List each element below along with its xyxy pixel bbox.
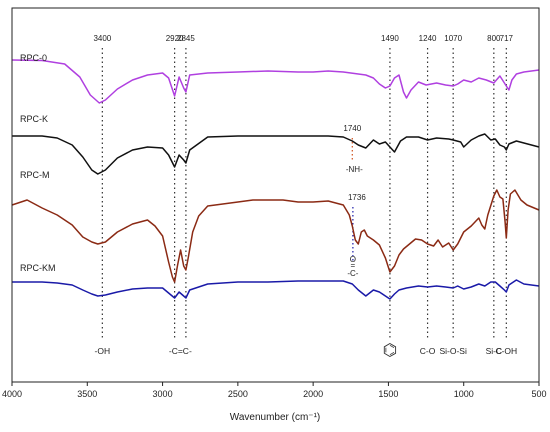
x-axis-ticks: 4000 3500 3000 2500 2000 1500 1000 500	[2, 382, 547, 399]
x-tick-label: 1000	[454, 389, 474, 399]
carbonyl-c-label: -C-	[347, 269, 358, 278]
peak-label: 1070	[444, 34, 462, 43]
benzene-ring-icon	[383, 342, 397, 358]
functional-group-label: Si-C	[486, 346, 503, 356]
series-label-rpc-0: RPC-0	[20, 53, 47, 63]
nh-group-label: -NH-	[346, 165, 363, 174]
x-axis-title: Wavenumber (cm⁻¹)	[230, 412, 320, 423]
peak-label: 800	[487, 34, 501, 43]
series-line-rpc-k	[12, 133, 540, 175]
carbonyl-double-bond: =	[351, 261, 356, 270]
x-tick-label: 2500	[228, 389, 248, 399]
plot-frame	[11, 7, 540, 383]
series-line-rpc-m	[11, 189, 540, 283]
peak-lines-layer	[101, 48, 507, 338]
functional-group-label: -C=C-	[169, 346, 192, 356]
peak-label: 2920	[166, 34, 184, 43]
functional-group-label: -OH	[95, 346, 111, 356]
series-label-rpc-km: RPC-KM	[20, 263, 56, 273]
peak-label: 1240	[419, 34, 437, 43]
series-layer	[11, 59, 540, 300]
peak-label-co: 1736	[348, 193, 366, 202]
x-tick-label: 3500	[77, 389, 97, 399]
x-tick-label: 1500	[378, 389, 398, 399]
series-label-rpc-k: RPC-K	[20, 114, 48, 124]
functional-group-label: Si-O-Si	[439, 346, 467, 356]
functional-group-label: C-OH	[495, 346, 517, 356]
peak-label: 2845	[177, 34, 195, 43]
peak-label-nh: 1740	[343, 124, 361, 133]
x-tick-label: 500	[531, 389, 546, 399]
x-tick-label: 2000	[303, 389, 323, 399]
carbonyl-o-label: O	[350, 255, 356, 264]
functional-group-label: C-O	[420, 346, 436, 356]
peak-label: 1490	[381, 34, 399, 43]
peak-label: 717	[500, 34, 514, 43]
x-tick-label: 3000	[153, 389, 173, 399]
x-tick-label: 4000	[2, 389, 22, 399]
series-label-rpc-m: RPC-M	[20, 170, 50, 180]
peak-label: 3400	[93, 34, 111, 43]
series-line-rpc-0	[11, 59, 540, 104]
series-line-rpc-km	[12, 279, 540, 300]
